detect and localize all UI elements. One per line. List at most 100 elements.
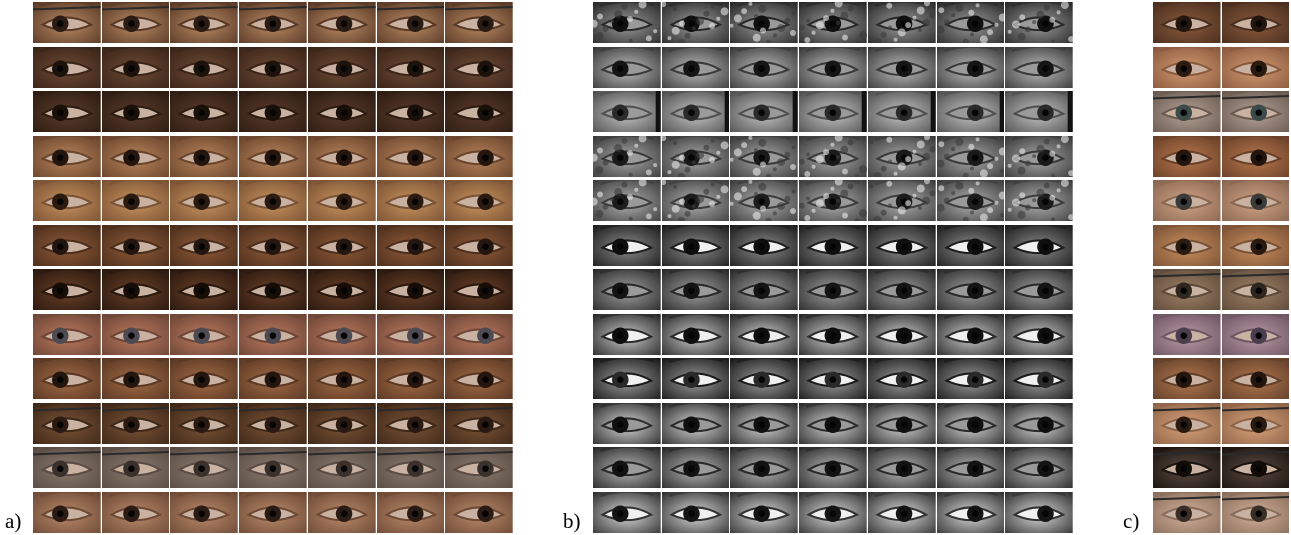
eye-row bbox=[593, 358, 1073, 400]
eye-image bbox=[33, 2, 101, 44]
eye-image bbox=[307, 224, 376, 266]
eye-image bbox=[239, 447, 307, 489]
eye-image bbox=[799, 402, 867, 444]
eye-image bbox=[101, 46, 170, 88]
eye-image bbox=[307, 269, 376, 311]
eye-row bbox=[593, 224, 1073, 266]
eye-image bbox=[593, 269, 661, 311]
eye-image bbox=[593, 180, 661, 222]
eye-image bbox=[1153, 224, 1221, 266]
eye-row bbox=[33, 46, 513, 88]
eye-image bbox=[730, 358, 799, 400]
eye-image bbox=[1005, 46, 1073, 88]
eye-row bbox=[1153, 91, 1289, 133]
eye-row bbox=[1153, 2, 1290, 44]
eye-image bbox=[867, 447, 936, 489]
eye-image bbox=[445, 491, 513, 533]
eye-image bbox=[1221, 91, 1289, 133]
eye-image bbox=[936, 358, 1005, 400]
eye-image bbox=[730, 224, 799, 266]
eye-image bbox=[376, 491, 445, 533]
eye-image bbox=[1221, 313, 1290, 355]
eye-image bbox=[867, 491, 936, 533]
eye-image bbox=[936, 447, 1005, 489]
eye-row bbox=[33, 491, 513, 533]
eye-image bbox=[101, 313, 170, 355]
eye-image bbox=[1221, 447, 1289, 489]
eye-image bbox=[799, 269, 867, 311]
eye-image bbox=[376, 2, 445, 44]
eye-image bbox=[170, 402, 239, 444]
eye-image bbox=[1005, 447, 1073, 489]
eye-image bbox=[170, 447, 239, 489]
eye-image bbox=[593, 135, 661, 177]
eye-image bbox=[307, 180, 376, 222]
eye-row bbox=[593, 135, 1073, 177]
eye-image bbox=[1153, 135, 1221, 177]
eye-image bbox=[730, 491, 799, 533]
eye-image bbox=[1005, 224, 1073, 266]
eye-image bbox=[730, 46, 799, 88]
eye-row bbox=[33, 402, 513, 444]
eye-image bbox=[307, 91, 376, 133]
eye-row bbox=[33, 447, 513, 489]
eye-row bbox=[33, 91, 513, 133]
eye-image bbox=[445, 180, 513, 222]
panel-c-label: c) bbox=[1123, 509, 1140, 533]
eye-row bbox=[33, 135, 513, 177]
eye-image bbox=[661, 46, 730, 88]
eye-image bbox=[1221, 269, 1289, 311]
eye-image bbox=[445, 135, 513, 177]
eye-image bbox=[376, 180, 445, 222]
eye-image bbox=[661, 269, 730, 311]
eye-image bbox=[239, 91, 307, 133]
eye-image bbox=[1221, 46, 1290, 88]
eye-image bbox=[239, 2, 307, 44]
eye-image bbox=[1005, 313, 1073, 355]
eye-image bbox=[239, 358, 307, 400]
eye-image bbox=[1153, 46, 1221, 88]
eye-image bbox=[867, 135, 936, 177]
eye-image bbox=[239, 180, 307, 222]
eye-image bbox=[33, 402, 101, 444]
eye-image bbox=[867, 269, 936, 311]
eye-image bbox=[376, 269, 445, 311]
eye-image bbox=[170, 358, 239, 400]
eye-row bbox=[33, 2, 513, 44]
eye-image bbox=[593, 358, 661, 400]
eye-image bbox=[307, 2, 376, 44]
eye-image bbox=[376, 46, 445, 88]
eye-image bbox=[730, 447, 799, 489]
eye-row bbox=[33, 269, 513, 311]
eye-image bbox=[445, 447, 513, 489]
eye-row bbox=[1153, 135, 1289, 177]
eye-row bbox=[593, 491, 1073, 533]
eye-image bbox=[661, 313, 730, 355]
eye-image bbox=[867, 358, 936, 400]
eye-image bbox=[1153, 91, 1221, 133]
eye-image bbox=[376, 358, 445, 400]
eye-image bbox=[33, 135, 101, 177]
eye-image bbox=[101, 180, 170, 222]
eye-row bbox=[1153, 447, 1289, 489]
eye-image bbox=[33, 447, 101, 489]
eye-image bbox=[1221, 2, 1290, 44]
eye-image bbox=[101, 402, 170, 444]
eye-image bbox=[936, 180, 1005, 222]
eye-image bbox=[33, 358, 101, 400]
eye-row bbox=[1153, 46, 1290, 88]
eye-image bbox=[661, 491, 730, 533]
eye-image bbox=[33, 180, 101, 222]
eye-row bbox=[1153, 402, 1289, 444]
eye-row bbox=[1153, 180, 1289, 222]
eye-image bbox=[33, 491, 101, 533]
eye-image bbox=[661, 402, 730, 444]
eye-image bbox=[730, 313, 799, 355]
eye-image bbox=[799, 46, 867, 88]
eye-image bbox=[101, 447, 170, 489]
eye-image bbox=[867, 313, 936, 355]
eye-image bbox=[445, 46, 513, 88]
eye-image bbox=[376, 91, 445, 133]
eye-row bbox=[1153, 269, 1289, 311]
eye-image bbox=[593, 402, 661, 444]
